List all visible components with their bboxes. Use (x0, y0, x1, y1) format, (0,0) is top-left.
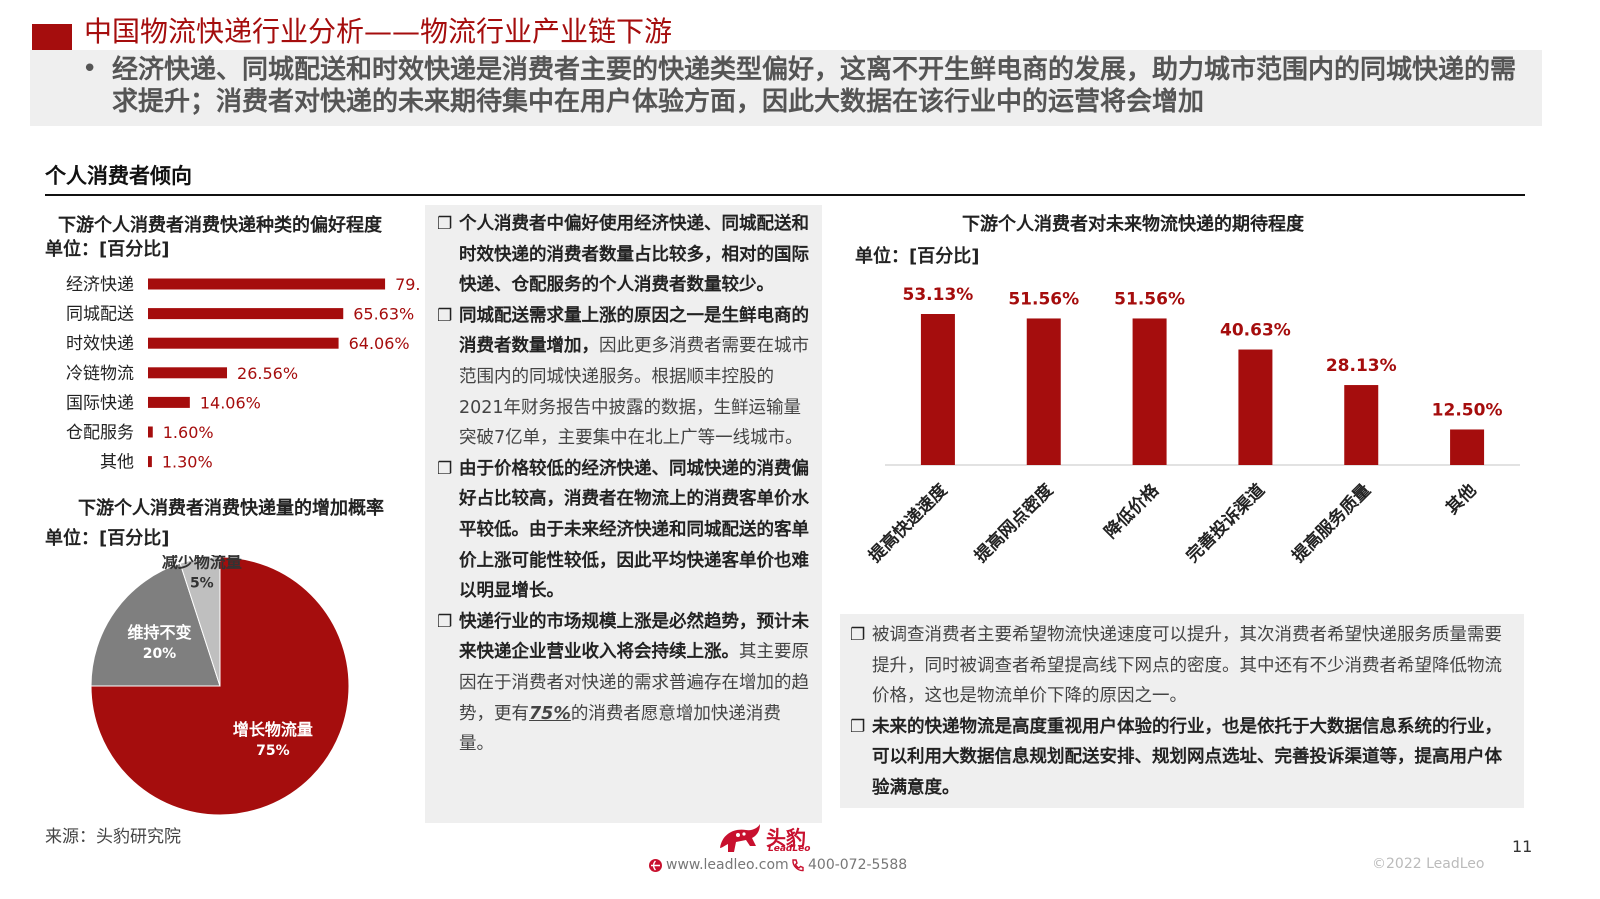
leopard-logo-icon (720, 824, 760, 852)
hbar-bar (148, 396, 190, 408)
right-text: ❐ 被调查消费者主要希望物流快递速度可以提升，其次消费者希望快递服务质量需要提升… (850, 620, 1510, 804)
middle-paragraph-1: ❐ 个人消费者中偏好使用经济快递、同城配送和时效快递的消费者数量占比较多，相对的… (437, 209, 815, 301)
checkbox-bullet-icon: ❐ (850, 625, 866, 645)
vbar-chart-unit: 单位：[百分比] (855, 246, 980, 267)
pie-slice-label: 增长物流量 (233, 720, 313, 739)
checkbox-bullet-icon: ❐ (437, 305, 453, 326)
hbar-value-label: 64.06% (349, 334, 410, 353)
hbar-category-label: 仓配服务 (66, 423, 134, 443)
highlight-percent: 75% (529, 703, 571, 724)
pie-chart: 增长物流量 75% 维持不变 20% 减少物流量 5% (90, 555, 350, 816)
hbar-category-label: 时效快递 (66, 334, 134, 354)
brand-name: 头豹 (766, 826, 806, 850)
middle-text: ❐ 个人消费者中偏好使用经济快递、同城配送和时效快递的消费者数量占比较多，相对的… (437, 209, 815, 760)
paragraph-strong-text: 快递行业的市场规模上涨是必然趋势，预计未来快递企业营业收入将会持续上涨。 (459, 611, 809, 663)
hbar-value-label: 14.06% (200, 393, 261, 412)
hbar-bar (148, 456, 152, 468)
summary-bullet: • (82, 54, 98, 84)
paragraph-text: 其主要原因在于消费者对快递的需求普遍存在增加的趋势，更有 (459, 642, 809, 724)
right-paragraph-2: ❐ 未来的快递物流是高度重视用户体验的行业，也是依托于大数据信息系统的行业，可以… (850, 712, 1510, 804)
source-note: 来源：头豹研究院 (45, 827, 181, 847)
vbar-bar (1238, 349, 1273, 465)
hbar-category-label: 经济快递 (66, 275, 134, 295)
vbar-chart-title: 下游个人消费者对未来物流快递的期待程度 (962, 214, 1304, 235)
pie-slice-label: 减少物流量 (162, 555, 242, 571)
right-paragraph-1: ❐ 被调查消费者主要希望物流快递速度可以提升，其次消费者希望快递服务质量需要提升… (850, 620, 1510, 712)
pie-slice (179, 556, 221, 687)
hbar-category-label: 冷链物流 (66, 364, 134, 384)
vbar-bar (920, 314, 955, 465)
paragraph-text: 因此更多消费者需要在城市范围内的同城快递服务。根据顺丰控股的2021年财务报告中… (459, 336, 809, 449)
pie-slice-value: 5% (190, 575, 214, 591)
vbar-value-label: 12.50% (1432, 400, 1503, 420)
paragraph-strong-text: 个人消费者中偏好使用经济快递、同城配送和时效快递的消费者数量占比较多，相对的国际… (459, 214, 809, 296)
summary-text: 经济快递、同城配送和时效快递是消费者主要的快递类型偏好，这离不开生鲜电商的发展，… (112, 55, 1517, 117)
section-divider (45, 194, 1525, 196)
middle-paragraph-2: ❐ 同城配送需求量上涨的原因之一是生鲜电商的消费者数量增加，因此更多消费者需要在… (437, 301, 815, 454)
vbar-category-label: 其他 (1442, 480, 1481, 519)
pie-slice (90, 562, 221, 687)
page-number: 11 (1512, 837, 1533, 856)
pie-chart-title: 下游个人消费者消费快递量的增加概率 (78, 498, 384, 519)
pie-chart-unit: 单位：[百分比] (45, 528, 170, 549)
summary-band (30, 50, 1542, 126)
pie-slice-value: 75% (256, 743, 290, 759)
pie-slice-label: 维持不变 (127, 623, 191, 642)
right-text-panel (840, 614, 1524, 808)
vbar-bar (1344, 385, 1379, 465)
vbar-category-label: 降低价格 (1100, 479, 1164, 543)
hbar-bar (148, 426, 153, 438)
vbar-bar (1026, 318, 1061, 465)
hbar-chart-unit: 单位：[百分比] (45, 239, 170, 260)
middle-text-panel (425, 205, 822, 823)
hbar-value-label: 65.63% (353, 305, 414, 324)
page-title: 中国物流快递行业分析——物流行业产业链下游 (84, 15, 673, 48)
checkbox-bullet-icon: ❐ (437, 214, 453, 234)
brand-subtitle: LeadLeo (768, 844, 811, 854)
paragraph-text: 被调查消费者主要希望物流快递速度可以提升，其次消费者希望快递服务质量需要提升，同… (872, 625, 1502, 707)
hbar-value-label: 79.69% (395, 275, 420, 294)
vbar-bar (1450, 429, 1485, 465)
vbar-category-label: 完善投诉渠道 (1182, 480, 1269, 567)
vbar-category-label: 提高网点密度 (970, 479, 1058, 567)
vbar-value-label: 51.56% (1008, 289, 1079, 309)
website-icon (649, 859, 662, 872)
hbar-chart-title: 下游个人消费者消费快递种类的偏好程度 (58, 215, 382, 236)
paragraph-text: 的消费者愿意增加快递消费量。 (459, 703, 781, 755)
hbar-bar (148, 337, 339, 349)
vbar-category-label: 提高快递速度 (864, 479, 952, 567)
vbar-value-label: 40.63% (1220, 321, 1291, 341)
phone-icon (792, 859, 804, 872)
section-title: 个人消费者倾向 (45, 164, 192, 188)
hbar-value-label: 26.56% (237, 364, 298, 383)
paragraph-strong-text: 由于价格较低的经济快递、同城快递的消费偏好占比较高，消费者在物流上的消费客单价水… (459, 458, 809, 602)
hbar-value-label: 1.30% (162, 453, 213, 472)
hbar-category-label: 国际快递 (66, 393, 134, 413)
hbar-category-label: 其他 (100, 453, 134, 473)
paragraph-strong-text: 同城配送需求量上涨的原因之一是生鲜电商的消费者数量增加， (459, 305, 809, 357)
middle-paragraph-3: ❐ 由于价格较低的经济快递、同城快递的消费偏好占比较高，消费者在物流上的消费客单… (437, 454, 815, 607)
vbar-chart: 53.13% 提高快递速度 51.56% 提高网点密度 51.56% 降低价格 40.63%… (864, 285, 1520, 567)
pie-slice-value: 20% (143, 646, 177, 662)
vbar-category-label: 提高服务质量 (1288, 480, 1375, 567)
website-link[interactable]: www.leadleo.com (666, 857, 789, 873)
copyright-notice: ©2022 LeadLeo (1372, 856, 1485, 872)
vbar-value-label: 28.13% (1326, 356, 1397, 376)
phone-number: 400-072-5588 (808, 857, 908, 873)
checkbox-bullet-icon: ❐ (850, 716, 866, 737)
hbar-bar (148, 367, 228, 379)
checkbox-bullet-icon: ❐ (437, 458, 453, 479)
vbar-bar (1132, 318, 1167, 465)
hbar-bar (148, 308, 344, 320)
paragraph-strong-text: 未来的快递物流是高度重视用户体验的行业，也是依托于大数据信息系统的行业，可以利用… (872, 716, 1502, 798)
middle-paragraph-4: ❐ 快递行业的市场规模上涨是必然趋势，预计未来快递企业营业收入将会持续上涨。其主… (437, 607, 815, 760)
hbar-value-label: 1.60% (163, 423, 214, 442)
pie-slice (90, 556, 350, 816)
hbar-category-label: 同城配送 (66, 305, 134, 325)
hbar-bar (148, 278, 386, 290)
hbar-chart: 经济快递 79.69% 同城配送 65.63% 时效快递 64.06% 冷链物流 26.56%… (66, 275, 420, 473)
vbar-value-label: 53.13% (903, 285, 974, 305)
checkbox-bullet-icon: ❐ (437, 611, 453, 632)
vbar-value-label: 51.56% (1114, 289, 1185, 309)
